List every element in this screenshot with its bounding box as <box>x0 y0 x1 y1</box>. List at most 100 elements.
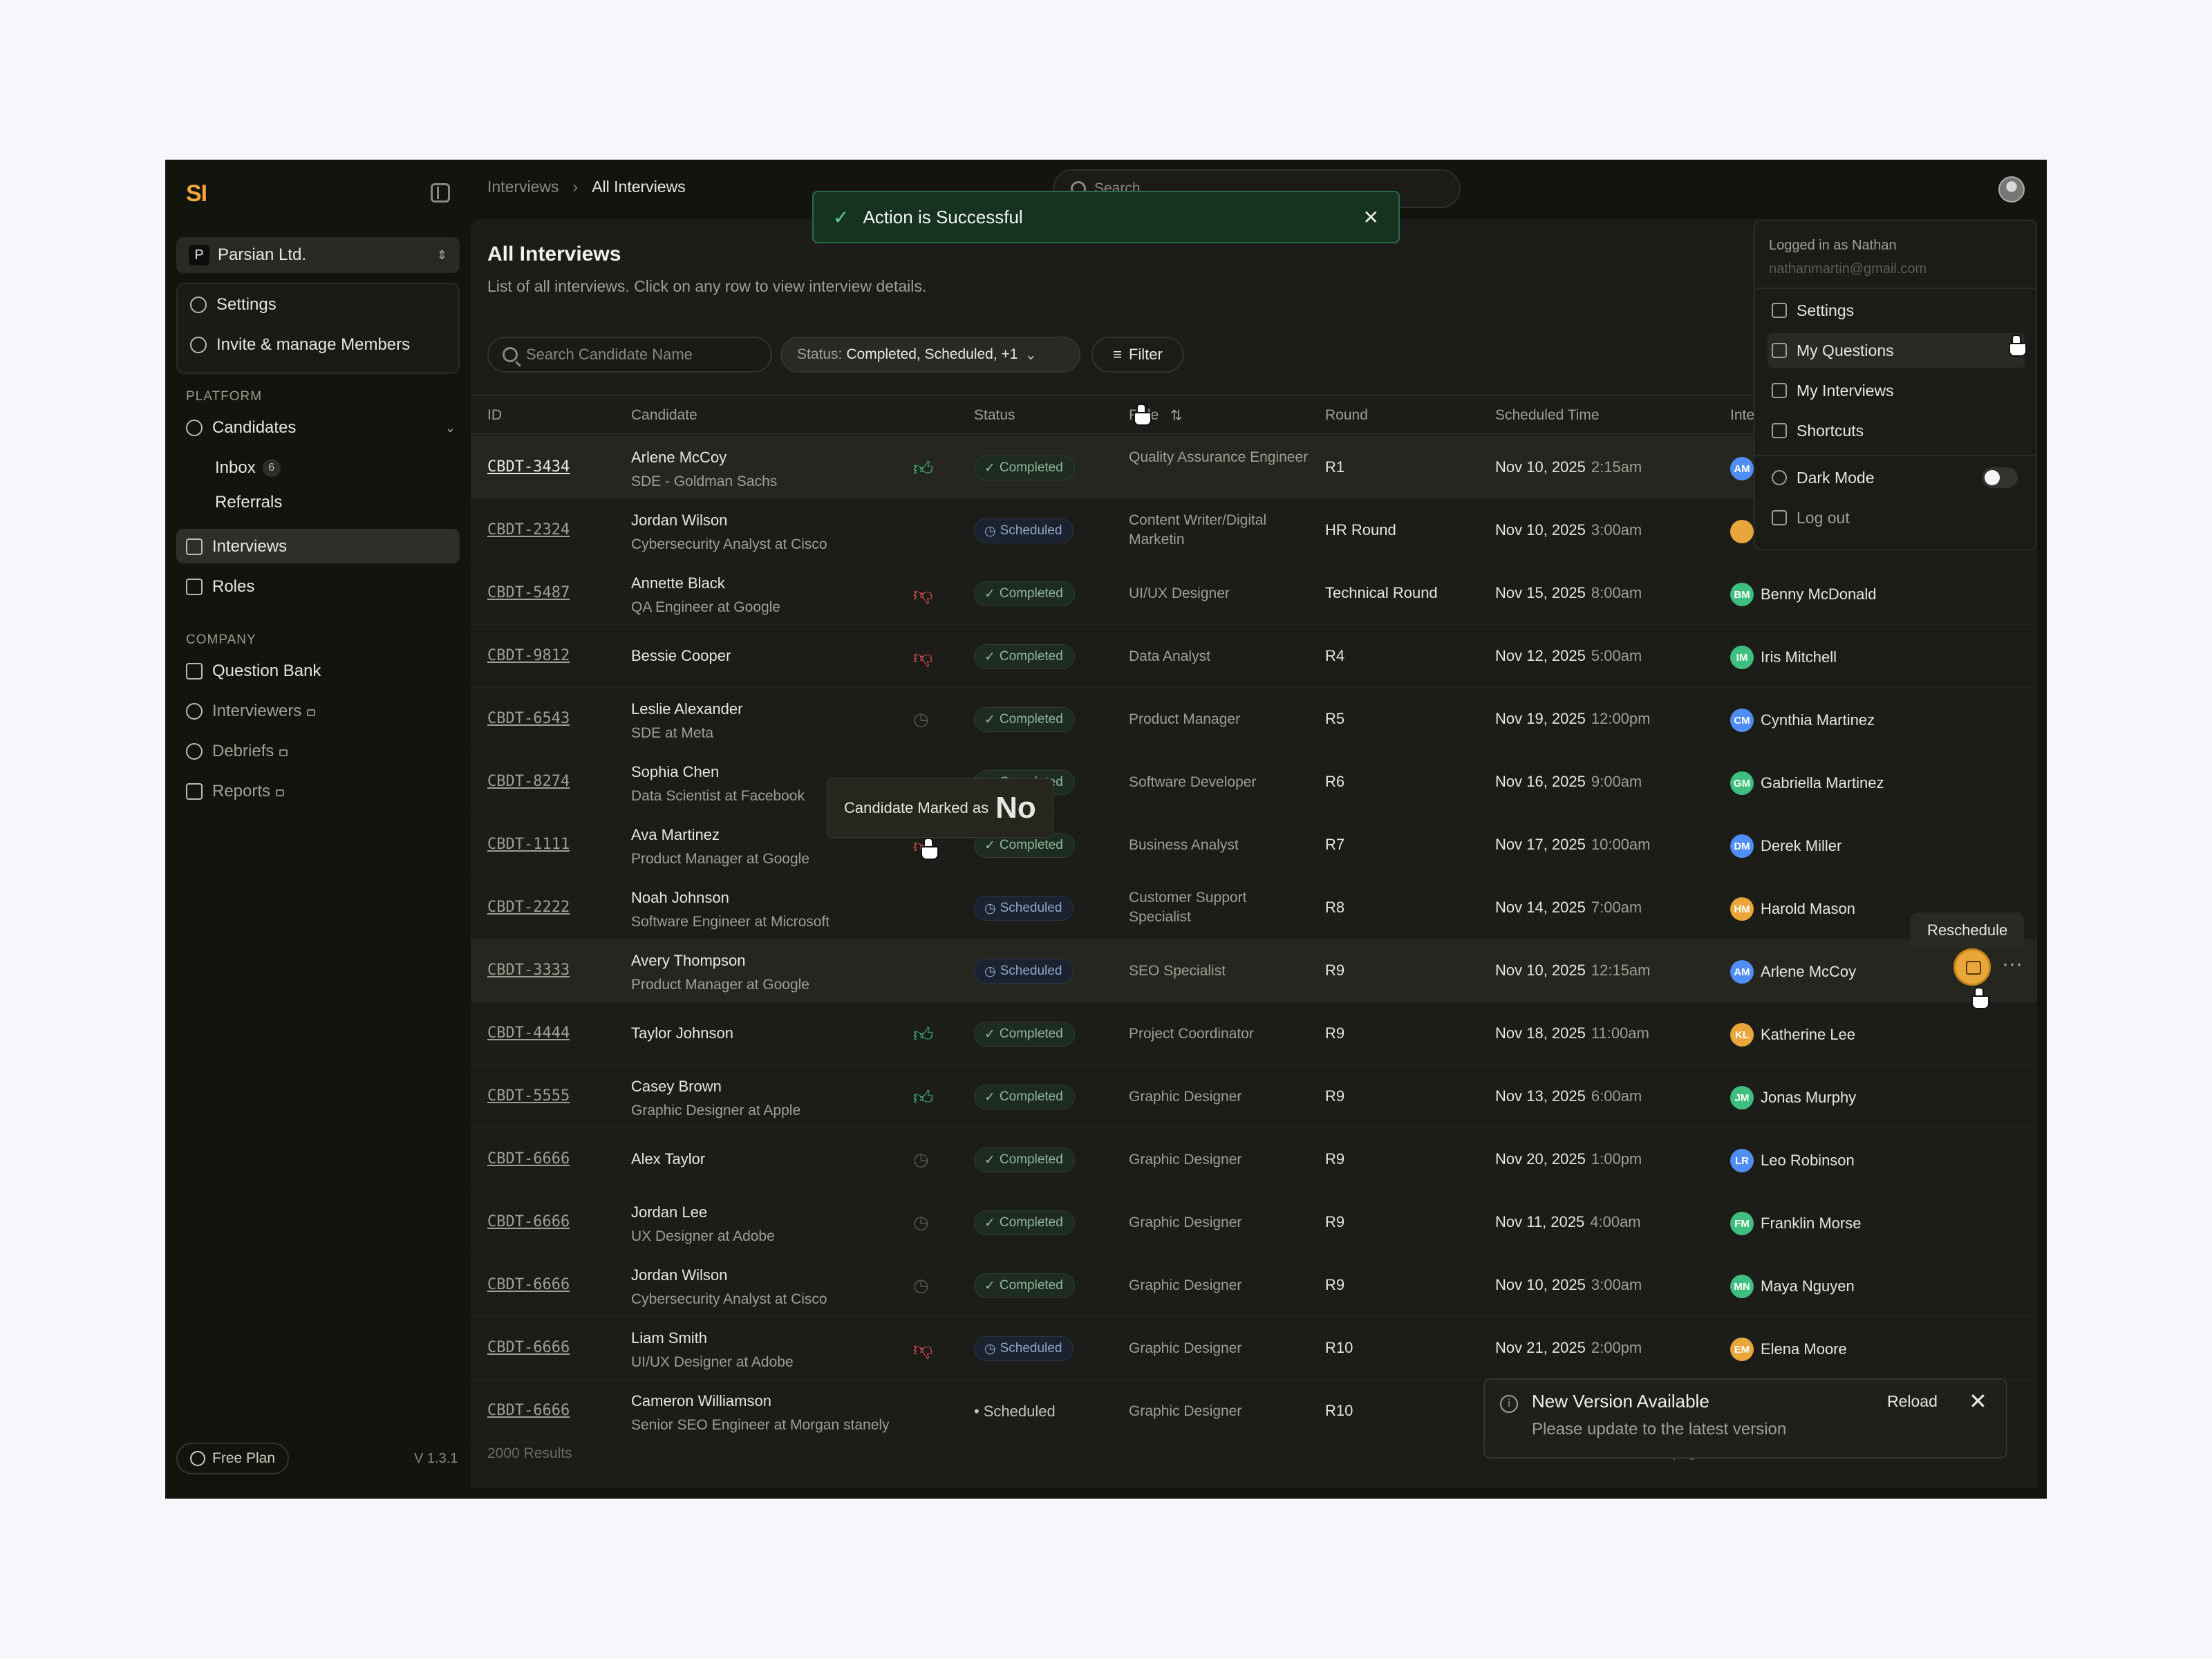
col-scheduled-time[interactable]: Scheduled Time <box>1495 407 1600 423</box>
interview-id-link[interactable]: CBDT-5487 <box>487 584 570 601</box>
org-switcher[interactable]: P Parsian Ltd. ⇕ <box>176 237 460 273</box>
table-row[interactable]: CBDT-2222 Noah Johnson Software Engineer a… <box>471 877 2037 939</box>
round-text: R9 <box>1325 1024 1345 1042</box>
col-round[interactable]: Round <box>1325 407 1368 423</box>
clock-icon[interactable]: ◷ <box>913 1275 929 1295</box>
menu-item-my-questions[interactable]: My Questions <box>1768 333 2025 368</box>
table-row[interactable]: CBDT-6666 Alex Taylor ◷ ✓ Completed Graphic D… <box>471 1128 2037 1191</box>
sidebar-item-question-bank[interactable]: Question Bank <box>186 662 321 681</box>
sidebar-item-reports[interactable]: Reports <box>186 782 285 801</box>
table-row[interactable]: CBDT-3333 Avery Thompson Product Manager a… <box>471 939 2037 1002</box>
close-icon[interactable]: ✕ <box>1969 1389 1987 1414</box>
status-filter-dropdown[interactable]: Status: Completed, Scheduled, +1 ⌄ <box>780 337 1080 373</box>
thumbs-up-icon[interactable]: 👍︎ <box>913 1024 934 1045</box>
menu-item-shortcuts[interactable]: Shortcuts <box>1768 413 2025 448</box>
interview-id-link[interactable]: CBDT-3333 <box>487 962 570 979</box>
candidate-name: Cameron Williamson <box>631 1392 771 1409</box>
menu-item-logout[interactable]: Log out <box>1768 500 2025 535</box>
thumbs-down-icon[interactable]: 👎︎ <box>913 646 933 668</box>
interview-id-link[interactable]: CBDT-6666 <box>487 1276 570 1293</box>
sort-icon[interactable]: ⇅ <box>1170 408 1183 424</box>
interviewer: IM Iris Mitchell <box>1730 646 1837 669</box>
sidebar-item-interviews[interactable]: Interviews <box>186 537 287 556</box>
sidebar-item-debriefs[interactable]: Debriefs <box>186 742 288 761</box>
interviewer: HM Harold Mason <box>1730 897 1855 921</box>
sidebar-item-candidates[interactable]: Candidates ⌄ <box>186 418 456 438</box>
sidebar-item-org-settings[interactable]: Settings <box>190 295 276 315</box>
col-candidate[interactable]: Candidate <box>631 407 697 423</box>
interview-id-link[interactable]: CBDT-6666 <box>487 1150 570 1168</box>
interview-id-link[interactable]: CBDT-1111 <box>487 836 570 853</box>
status-text: Completed <box>999 460 1063 475</box>
more-options-icon[interactable]: ⋯ <box>2002 953 2023 976</box>
page-subtitle: List of all interviews. Click on any row… <box>487 277 927 295</box>
thumbs-down-icon[interactable]: 👎︎ <box>913 583 933 605</box>
clock-icon: ◷ <box>984 1341 996 1356</box>
interview-id-link[interactable]: CBDT-2222 <box>487 899 570 916</box>
table-row[interactable]: CBDT-8274 Sophia Chen Data Scientist at Fa… <box>471 751 2037 814</box>
menu-item-my-interviews[interactable]: My Interviews <box>1768 373 2025 408</box>
menu-item-settings[interactable]: Settings <box>1768 293 2025 328</box>
reload-button[interactable]: Reload <box>1887 1392 1938 1410</box>
scheduled-date: Nov 14, 2025 <box>1495 899 1586 916</box>
dark-mode-toggle[interactable] <box>1982 467 2018 488</box>
interviewer-name: Harold Mason <box>1761 900 1855 917</box>
candidate-search-input[interactable]: Search Candidate Name <box>487 337 772 373</box>
col-status[interactable]: Status <box>974 407 1015 423</box>
clock-icon[interactable]: ◷ <box>913 1212 929 1232</box>
table-row[interactable]: CBDT-1111 Ava Martinez Product Manager at … <box>471 814 2037 877</box>
interview-id-link[interactable]: CBDT-2324 <box>487 521 570 538</box>
table-row[interactable]: CBDT-6666 Jordan Lee UX Designer at Adobe ◷… <box>471 1191 2037 1254</box>
interview-id-link[interactable]: CBDT-8274 <box>487 773 570 790</box>
scheduled-clock: 3:00am <box>1591 1276 1642 1293</box>
sidebar-item-referrals[interactable]: Referrals <box>215 493 282 512</box>
candidate-subtitle: SDE - Goldman Sachs <box>631 474 778 489</box>
interviewer-name: Jonas Murphy <box>1761 1089 1857 1106</box>
scheduled-time: Nov 15, 2025 8:00am <box>1495 584 1642 602</box>
thumbs-down-icon[interactable]: 👎︎ <box>913 1338 933 1360</box>
table-row[interactable]: CBDT-6666 Jordan Wilson Cybersecurity Anal… <box>471 1254 2037 1317</box>
breadcrumb-interviews[interactable]: Interviews <box>487 178 559 196</box>
table-row[interactable]: CBDT-5555 Casey Brown Graphic Designer at … <box>471 1065 2037 1128</box>
close-icon[interactable]: ✕ <box>1362 206 1379 228</box>
interview-id-link[interactable]: CBDT-5555 <box>487 1087 570 1105</box>
table-row[interactable]: CBDT-5487 Annette Black QA Engineer at Goo… <box>471 562 2037 625</box>
interviewer: DM Derek Miller <box>1730 834 1841 858</box>
org-name: Parsian Ltd. <box>218 245 307 264</box>
sidebar-collapse-icon[interactable] <box>431 183 450 203</box>
role-text: Data Analyst <box>1129 648 1210 664</box>
interview-id-link[interactable]: CBDT-3434 <box>487 458 570 476</box>
reschedule-button[interactable] <box>1953 948 1991 986</box>
table-row[interactable]: CBDT-6666 Liam Smith UI/UX Designer at Ado… <box>471 1317 2037 1380</box>
status-filter-value: Completed, Scheduled, +1 <box>846 346 1018 362</box>
interview-id-link[interactable]: CBDT-4444 <box>487 1024 570 1042</box>
col-id[interactable]: ID <box>487 407 502 423</box>
clock-icon[interactable]: ◷ <box>913 1149 929 1170</box>
free-plan-button[interactable]: Free Plan <box>176 1443 290 1474</box>
clock-icon[interactable]: ◷ <box>913 709 929 729</box>
menu-item-dark-mode[interactable]: Dark Mode <box>1768 460 2025 495</box>
filter-button[interactable]: ≡ Filter <box>1091 337 1184 373</box>
scheduled-time: Nov 13, 2025 6:00am <box>1495 1087 1642 1105</box>
table-row[interactable]: CBDT-6543 Leslie Alexander SDE at Meta ◷ ✓ Co… <box>471 688 2037 751</box>
interviewer: CM Cynthia Martinez <box>1730 709 1875 732</box>
table-row[interactable]: CBDT-9812 Bessie Cooper 👎︎ ✓ Completed Data A… <box>471 625 2037 688</box>
avatar: FM <box>1730 1212 1754 1235</box>
sidebar-item-inbox[interactable]: Inbox 6 <box>215 458 281 478</box>
interview-id-link[interactable]: CBDT-6666 <box>487 1213 570 1230</box>
table-row[interactable]: CBDT-4444 Taylor Johnson 👍︎ ✓ Completed Proje… <box>471 1002 2037 1065</box>
pointer-cursor-icon <box>2007 335 2027 357</box>
interview-id-link[interactable]: CBDT-6666 <box>487 1402 570 1419</box>
thumbs-up-icon[interactable]: 👍︎ <box>913 458 934 479</box>
interview-id-link[interactable]: CBDT-6543 <box>487 710 570 727</box>
sidebar-item-invite-members[interactable]: Invite & manage Members <box>190 335 410 355</box>
sidebar-item-roles[interactable]: Roles <box>186 577 254 597</box>
table-row[interactable]: CBDT-2324 Jordan Wilson Cybersecurity Anal… <box>471 499 2037 562</box>
user-avatar[interactable] <box>1998 176 2025 203</box>
thumbs-up-icon[interactable]: 👍︎ <box>913 1087 934 1108</box>
role-text: Graphic Designer <box>1129 1152 1242 1168</box>
interview-id-link[interactable]: CBDT-9812 <box>487 647 570 664</box>
table-row[interactable]: CBDT-6666 Cameron Williamson Senior SEO En… <box>471 1380 2037 1443</box>
sidebar-item-interviewers[interactable]: Interviewers <box>186 702 316 721</box>
interview-id-link[interactable]: CBDT-6666 <box>487 1339 570 1356</box>
